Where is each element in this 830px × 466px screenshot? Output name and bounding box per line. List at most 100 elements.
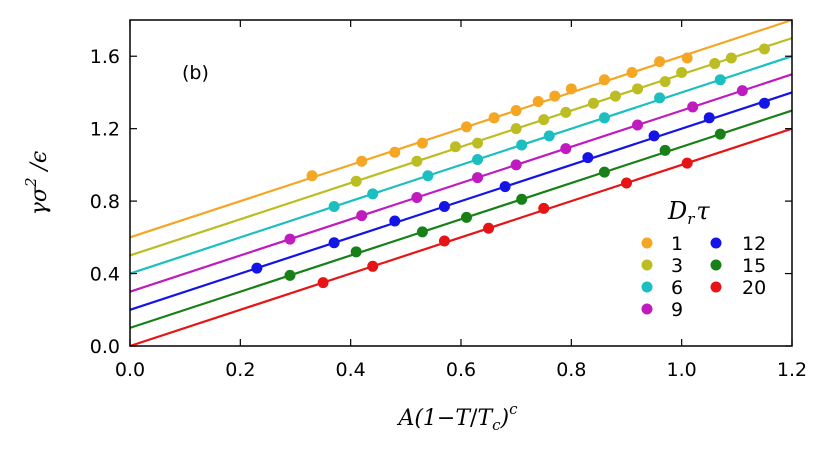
- fit-line-9: [129, 73, 793, 293]
- fit-line-15: [129, 109, 793, 329]
- data-point-20: [317, 277, 329, 289]
- data-point-1: [510, 105, 522, 117]
- data-point-15: [714, 128, 726, 140]
- data-point-3: [725, 52, 737, 64]
- data-point-15: [598, 166, 610, 178]
- data-point-20: [483, 222, 495, 234]
- data-point-3: [538, 114, 550, 126]
- x-tick-label: 0.2: [225, 359, 255, 381]
- fit-lines: [129, 18, 793, 348]
- data-point-3: [609, 90, 621, 102]
- data-point-3: [449, 141, 461, 153]
- legend-label-3: 3: [671, 255, 683, 277]
- data-point-20: [621, 177, 632, 189]
- data-point-1: [488, 112, 500, 124]
- y-tick-label: 1.6: [90, 46, 120, 68]
- data-point-20: [438, 235, 450, 247]
- data-point-9: [687, 101, 699, 113]
- data-point-3: [472, 137, 484, 149]
- x-tick-label: 1.2: [777, 359, 807, 381]
- y-tick-label: 0.0: [90, 336, 120, 358]
- data-point-12: [758, 97, 770, 109]
- data-point-9: [632, 119, 644, 131]
- data-point-12: [499, 181, 511, 193]
- fit-line-1: [129, 18, 793, 239]
- data-point-3: [659, 76, 671, 88]
- data-point-1: [461, 121, 473, 133]
- data-point-3: [350, 175, 362, 187]
- legend-marker-20: [710, 281, 722, 293]
- data-point-6: [367, 188, 379, 200]
- data-point-6: [654, 92, 666, 104]
- plot-frame: [129, 19, 793, 347]
- x-axis-title: A(1−T/Tc)c: [396, 400, 518, 434]
- y-axis-title: γσ2 /ϵ: [22, 151, 52, 215]
- fit-line-20: [129, 127, 793, 348]
- legend-label-12: 12: [742, 233, 766, 255]
- data-point-6: [422, 170, 434, 182]
- data-point-15: [416, 226, 428, 238]
- data-point-9: [510, 159, 522, 171]
- y-tick-label: 0.8: [90, 191, 120, 213]
- data-point-1: [356, 155, 368, 167]
- data-point-1: [565, 83, 577, 95]
- data-point-3: [510, 123, 522, 135]
- data-point-1: [389, 146, 401, 158]
- legend-label-9: 9: [671, 299, 683, 321]
- panel-label: (b): [182, 62, 209, 84]
- legend-marker-6: [641, 281, 653, 293]
- legend-marker-9: [641, 303, 653, 315]
- data-point-6: [516, 139, 528, 151]
- data-point-3: [411, 155, 423, 167]
- legend-marker-1: [641, 237, 653, 249]
- data-point-9: [284, 233, 296, 245]
- data-point-20: [681, 157, 693, 169]
- data-points: [251, 43, 770, 289]
- data-point-9: [560, 143, 572, 155]
- legend-marker-3: [641, 259, 653, 271]
- x-tick-label: 0.8: [556, 359, 586, 381]
- data-point-15: [461, 211, 473, 223]
- data-point-15: [516, 193, 528, 205]
- data-point-6: [543, 130, 555, 142]
- data-point-9: [472, 172, 484, 184]
- y-tick-label: 0.4: [90, 264, 120, 286]
- data-point-3: [587, 97, 599, 109]
- data-point-3: [560, 106, 572, 118]
- data-point-15: [659, 144, 671, 156]
- data-point-6: [714, 74, 726, 86]
- data-point-9: [356, 210, 368, 222]
- data-point-9: [736, 85, 748, 97]
- x-tick-label: 1.0: [667, 359, 697, 381]
- data-point-12: [703, 112, 715, 124]
- legend-label-20: 20: [742, 277, 766, 299]
- data-point-1: [681, 52, 693, 64]
- data-point-6: [472, 153, 484, 165]
- data-point-6: [328, 201, 340, 213]
- data-point-9: [411, 191, 423, 203]
- data-point-15: [350, 246, 362, 258]
- data-point-1: [306, 170, 318, 182]
- data-point-12: [389, 215, 401, 227]
- data-point-20: [538, 202, 550, 214]
- data-point-12: [582, 152, 594, 164]
- legend-label-6: 6: [671, 277, 683, 299]
- data-point-12: [328, 237, 340, 249]
- data-point-12: [648, 130, 660, 142]
- data-point-1: [532, 96, 544, 107]
- data-point-15: [284, 269, 296, 281]
- axis-ticks: 0.0 0.2 0.4 0.6 0.8 1.0 1.2 0.0 0.4 0.8 1.2 1.6: [90, 20, 807, 381]
- fit-line-12: [129, 91, 793, 311]
- data-point-1: [654, 56, 666, 68]
- legend-label-15: 15: [742, 255, 766, 277]
- data-point-6: [598, 112, 610, 124]
- legend-title: Drτ: [667, 197, 710, 228]
- data-point-3: [632, 83, 644, 95]
- legend-marker-15: [710, 259, 722, 271]
- data-point-1: [626, 67, 638, 79]
- fit-line-6: [129, 55, 793, 275]
- data-point-3: [676, 67, 688, 79]
- data-point-12: [438, 201, 450, 213]
